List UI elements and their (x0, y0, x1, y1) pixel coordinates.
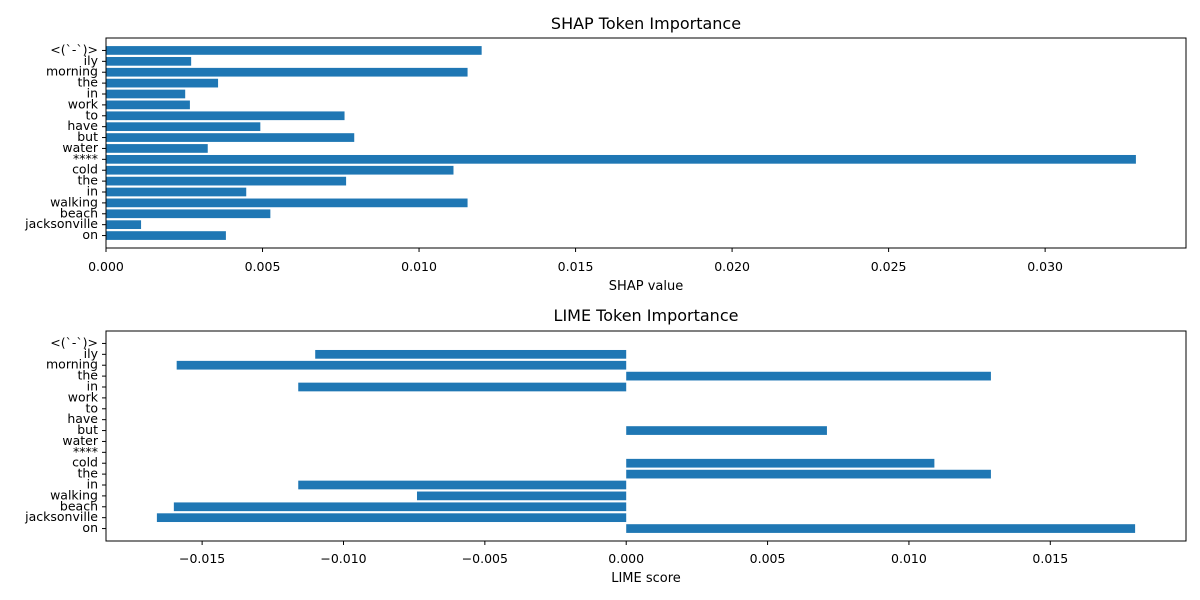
x-axis-label: SHAP value (609, 279, 683, 294)
x-tick-label: 0.005 (750, 551, 786, 566)
y-tick-label: **** (73, 151, 98, 166)
lime-chart: <(`-`)>ilymorningtheinworktohavebutwater… (24, 306, 1187, 586)
y-tick-label: work (68, 96, 99, 111)
bar-7 (106, 122, 261, 132)
y-tick-label: work (68, 389, 99, 404)
bar-5 (106, 100, 190, 110)
x-tick-label: 0.025 (871, 259, 907, 274)
x-tick-label: 0.020 (714, 259, 750, 274)
bar-14 (416, 491, 627, 501)
axes-frame (105, 37, 1187, 249)
y-tick-label: walking (50, 194, 98, 209)
chart-title: LIME Token Importance (554, 306, 739, 325)
bar-10 (106, 154, 1136, 164)
bar-13 (106, 187, 247, 197)
bar-8 (106, 133, 355, 142)
bar-3 (626, 371, 991, 381)
bar-6 (106, 111, 345, 121)
bar-3 (106, 78, 219, 88)
y-tick-label: beach (60, 498, 98, 513)
y-tick-label: ily (84, 53, 99, 68)
y-tick-label: on (82, 520, 98, 535)
bar-2 (106, 67, 468, 77)
bar-1 (315, 349, 627, 359)
y-tick-label: morning (46, 357, 98, 372)
bar-17 (626, 524, 1136, 533)
y-tick-label: jacksonville (24, 216, 98, 231)
bar-11 (626, 458, 935, 468)
y-tick-label: in (87, 184, 98, 199)
y-tick-label: cold (72, 455, 98, 470)
bar-1 (106, 56, 192, 66)
bar-16 (106, 220, 142, 230)
x-tick-label: −0.015 (179, 551, 225, 566)
y-tick-label: morning (46, 64, 98, 79)
x-tick-label: −0.010 (320, 551, 366, 566)
x-tick-label: −0.005 (462, 551, 508, 566)
x-tick-label: 0.015 (558, 259, 594, 274)
y-tick-label: the (77, 173, 98, 188)
x-tick-label: 0.010 (891, 551, 927, 566)
bar-17 (106, 231, 226, 240)
bar-8 (626, 426, 827, 435)
y-tick-label: the (77, 75, 98, 90)
y-tick-label: in (87, 477, 98, 492)
bar-12 (626, 469, 991, 479)
y-tick-label: **** (73, 444, 98, 459)
bar-15 (106, 209, 271, 219)
bar-9 (106, 144, 208, 153)
bar-14 (106, 198, 468, 208)
y-tick-label: but (77, 129, 98, 144)
y-tick-label: water (62, 140, 98, 155)
axes-frame (105, 330, 1187, 542)
x-tick-label: 0.010 (401, 259, 437, 274)
x-tick-label: 0.000 (608, 551, 644, 566)
y-tick-label: but (77, 422, 98, 437)
bar-4 (298, 382, 627, 392)
y-tick-label: in (87, 86, 98, 101)
y-tick-label: on (82, 227, 98, 242)
x-axis-label: LIME score (611, 571, 681, 586)
y-tick-label: <(`-`)> (50, 42, 98, 57)
x-tick-label: 0.030 (1027, 259, 1063, 274)
y-tick-label: cold (72, 162, 98, 177)
bar-0 (106, 46, 482, 55)
y-tick-label: to (85, 400, 98, 415)
bar-11 (106, 165, 454, 175)
x-tick-label: 0.005 (245, 259, 281, 274)
y-tick-label: the (77, 466, 98, 481)
chart-title: SHAP Token Importance (551, 14, 741, 33)
y-tick-label: the (77, 368, 98, 383)
bar-13 (298, 480, 627, 490)
bar-4 (106, 89, 186, 99)
y-tick-label: have (67, 411, 98, 426)
y-tick-label: water (62, 433, 98, 448)
y-tick-label: beach (60, 205, 98, 220)
x-tick-label: 0.015 (1032, 551, 1068, 566)
bar-2 (176, 360, 627, 370)
y-tick-label: walking (50, 487, 98, 502)
bar-16 (156, 513, 627, 523)
x-tick-label: 0.000 (88, 259, 124, 274)
y-tick-label: in (87, 379, 98, 394)
y-tick-label: ily (84, 346, 99, 361)
y-tick-label: to (85, 107, 98, 122)
y-tick-label: jacksonville (24, 509, 98, 524)
bar-12 (106, 176, 347, 186)
shap-chart: <(`-`)>ilymorningtheinworktohavebutwater… (24, 14, 1187, 294)
y-tick-label: <(`-`)> (50, 335, 98, 350)
bar-15 (173, 502, 627, 512)
y-tick-label: have (67, 118, 98, 133)
